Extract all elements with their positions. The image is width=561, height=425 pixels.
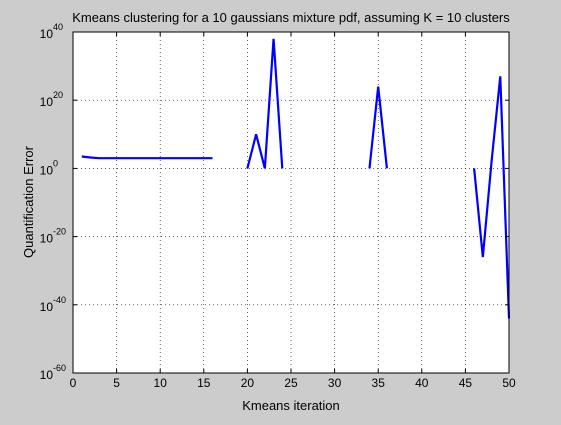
series-line-segment <box>473 76 511 319</box>
x-axis-ticks: 0 5 10 15 20 25 30 35 40 45 50 <box>70 32 516 390</box>
x-tick-label: 0 <box>70 376 77 390</box>
x-tick-label: 45 <box>459 376 473 390</box>
y-tick-label: 10 <box>40 232 54 246</box>
x-axis-label: Kmeans iteration <box>242 398 340 413</box>
x-tick-label: 50 <box>502 376 516 390</box>
y-tick-exponent: 40 <box>53 22 63 32</box>
series-line-segment <box>81 155 213 160</box>
y-tick-exponent: -20 <box>53 227 66 237</box>
x-tick-label: 40 <box>415 376 429 390</box>
y-tick-label: 10 <box>40 368 54 382</box>
chart-title: Kmeans clustering for a 10 gaussians mix… <box>72 10 510 25</box>
x-tick-label: 15 <box>197 376 211 390</box>
series-line-segment <box>246 38 284 169</box>
x-tick-label: 10 <box>154 376 168 390</box>
y-tick-label: 10 <box>40 300 54 314</box>
y-tick-label: 10 <box>40 163 54 177</box>
y-tick-label: 10 <box>40 27 54 41</box>
data-lines <box>81 38 511 319</box>
x-tick-label: 35 <box>372 376 386 390</box>
y-tick-exponent: 20 <box>53 90 63 100</box>
x-tick-label: 25 <box>284 376 298 390</box>
x-tick-label: 20 <box>241 376 255 390</box>
series-line-segment <box>368 86 389 169</box>
y-axis-label: Quantification Error <box>21 145 36 258</box>
x-tick-label: 5 <box>113 376 120 390</box>
y-tick-exponent: 0 <box>53 158 58 168</box>
y-tick-exponent: -60 <box>53 363 66 373</box>
plot-area <box>73 32 509 373</box>
y-tick-exponent: -40 <box>53 295 66 305</box>
y-tick-label: 10 <box>40 95 54 109</box>
x-tick-label: 30 <box>328 376 342 390</box>
